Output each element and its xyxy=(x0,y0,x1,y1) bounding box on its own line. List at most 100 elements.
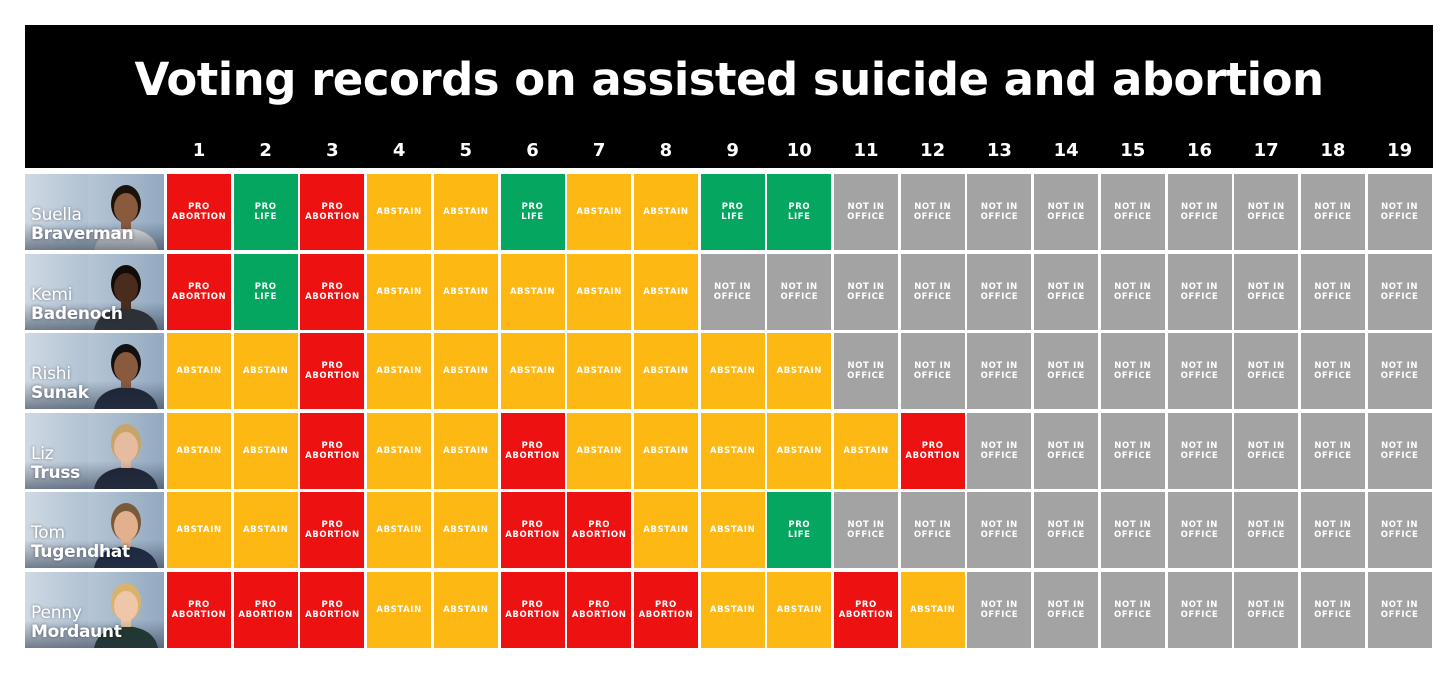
column-header: 6 xyxy=(526,140,539,161)
column-header: 15 xyxy=(1120,140,1146,161)
column-header: 19 xyxy=(1387,140,1413,161)
vote-cell: PRO ABORTION xyxy=(233,571,298,648)
column-header: 11 xyxy=(853,140,879,161)
column-header: 2 xyxy=(259,140,272,161)
vote-cell: PRO ABORTION xyxy=(567,492,632,568)
vote-cell: NOT IN OFFICE xyxy=(900,174,965,250)
candidate-last-name: Sunak xyxy=(31,383,89,403)
candidate-row-header: Kemi Badenoch xyxy=(25,253,164,330)
vote-cell: NOT IN OFFICE xyxy=(1367,253,1432,330)
vote-cell: ABSTAIN xyxy=(167,412,231,489)
vote-cell: NOT IN OFFICE xyxy=(1234,333,1299,409)
vote-cell: PRO LIFE xyxy=(700,174,765,250)
vote-cell: NOT IN OFFICE xyxy=(967,253,1032,330)
vote-cell: ABSTAIN xyxy=(167,492,231,568)
vote-cell: NOT IN OFFICE xyxy=(1234,492,1299,568)
vote-cell: NOT IN OFFICE xyxy=(1167,492,1232,568)
vote-cell: ABSTAIN xyxy=(233,333,298,409)
vote-cell: PRO ABORTION xyxy=(567,571,632,648)
candidate-first-name: Penny xyxy=(31,602,82,623)
vote-cell: ABSTAIN xyxy=(567,333,632,409)
vote-cell: ABSTAIN xyxy=(367,571,432,648)
vote-cell: NOT IN OFFICE xyxy=(900,492,965,568)
vote-cell: ABSTAIN xyxy=(567,412,632,489)
vote-cell: ABSTAIN xyxy=(233,412,298,489)
vote-cell: PRO LIFE xyxy=(500,174,565,250)
vote-cell: PRO LIFE xyxy=(233,253,298,330)
vote-cell: NOT IN OFFICE xyxy=(1100,174,1165,250)
candidate-first-name: Suella xyxy=(31,205,82,225)
candidate-first-name: Liz xyxy=(31,443,54,464)
vote-cell: NOT IN OFFICE xyxy=(1300,412,1365,489)
column-header: 5 xyxy=(459,140,473,161)
vote-cell: NOT IN OFFICE xyxy=(967,492,1032,568)
vote-cell: ABSTAIN xyxy=(633,492,698,568)
candidate-last-name: Mordaunt xyxy=(31,621,122,642)
vote-cell: PRO LIFE xyxy=(767,492,832,568)
vote-cell: ABSTAIN xyxy=(700,571,765,648)
column-header: 16 xyxy=(1186,140,1213,161)
vote-cell: NOT IN OFFICE xyxy=(834,253,898,330)
vote-cell: ABSTAIN xyxy=(633,174,698,250)
vote-cell: PRO LIFE xyxy=(233,174,298,250)
vote-cell: ABSTAIN xyxy=(700,492,765,568)
vote-cell: NOT IN OFFICE xyxy=(1034,492,1099,568)
vote-cell: NOT IN OFFICE xyxy=(1234,571,1299,648)
vote-cell: PRO ABORTION xyxy=(167,253,231,330)
column-header: 12 xyxy=(920,140,946,161)
column-header: 18 xyxy=(1320,140,1346,161)
vote-cell: ABSTAIN xyxy=(567,174,632,250)
vote-cell: NOT IN OFFICE xyxy=(1167,571,1232,648)
vote-cell: PRO ABORTION xyxy=(500,412,565,489)
vote-cell: NOT IN OFFICE xyxy=(900,333,965,409)
vote-cell: ABSTAIN xyxy=(567,253,632,330)
column-header: 9 xyxy=(726,140,739,161)
vote-cell: PRO ABORTION xyxy=(900,412,965,489)
vote-cell: PRO ABORTION xyxy=(300,571,365,648)
vote-cell: ABSTAIN xyxy=(367,174,432,250)
vote-cell: NOT IN OFFICE xyxy=(1034,174,1099,250)
vote-cell: ABSTAIN xyxy=(433,333,498,409)
vote-cell: ABSTAIN xyxy=(834,412,898,489)
vote-cell: PRO ABORTION xyxy=(500,571,565,648)
name-shade xyxy=(25,460,164,489)
vote-cell: NOT IN OFFICE xyxy=(967,412,1032,489)
name-shade xyxy=(25,222,164,250)
candidate-row-header: Suella Braverman xyxy=(25,174,164,250)
candidate-row-header: Tom Tugendhat xyxy=(25,492,164,568)
vote-cell: ABSTAIN xyxy=(433,492,498,568)
vote-cell: NOT IN OFFICE xyxy=(900,253,965,330)
vote-cell: NOT IN OFFICE xyxy=(1367,333,1432,409)
vote-cell: NOT IN OFFICE xyxy=(1367,492,1432,568)
vote-cell: NOT IN OFFICE xyxy=(967,333,1032,409)
vote-cell: PRO ABORTION xyxy=(300,492,365,568)
vote-cell: NOT IN OFFICE xyxy=(1300,253,1365,330)
vote-cell: ABSTAIN xyxy=(433,412,498,489)
vote-cell: NOT IN OFFICE xyxy=(1167,174,1232,250)
vote-cell: NOT IN OFFICE xyxy=(1300,571,1365,648)
vote-cell: NOT IN OFFICE xyxy=(967,571,1032,648)
chart-title: Voting records on assisted suicide and a… xyxy=(134,53,1324,106)
vote-cell: ABSTAIN xyxy=(233,492,298,568)
column-header: 1 xyxy=(192,140,206,161)
vote-cell: ABSTAIN xyxy=(433,174,498,250)
vote-cell: ABSTAIN xyxy=(367,253,432,330)
vote-cell: NOT IN OFFICE xyxy=(1100,571,1165,648)
vote-cell: NOT IN OFFICE xyxy=(1367,412,1432,489)
name-shade xyxy=(25,381,164,409)
vote-cell: NOT IN OFFICE xyxy=(1167,412,1232,489)
vote-cell: PRO ABORTION xyxy=(633,571,698,648)
vote-cell: NOT IN OFFICE xyxy=(1034,253,1099,330)
vote-cell: NOT IN OFFICE xyxy=(700,253,765,330)
vote-cell: ABSTAIN xyxy=(700,333,765,409)
vote-cell: PRO ABORTION xyxy=(500,492,565,568)
name-shade xyxy=(25,301,164,330)
vote-cell: NOT IN OFFICE xyxy=(834,492,898,568)
vote-cell: ABSTAIN xyxy=(500,253,565,330)
vote-cell: NOT IN OFFICE xyxy=(834,174,898,250)
vote-cell: NOT IN OFFICE xyxy=(1167,253,1232,330)
vote-cell: NOT IN OFFICE xyxy=(1367,174,1432,250)
column-header: 17 xyxy=(1253,140,1279,161)
vote-cell: ABSTAIN xyxy=(167,333,231,409)
candidate-first-name: Kemi xyxy=(31,284,73,305)
